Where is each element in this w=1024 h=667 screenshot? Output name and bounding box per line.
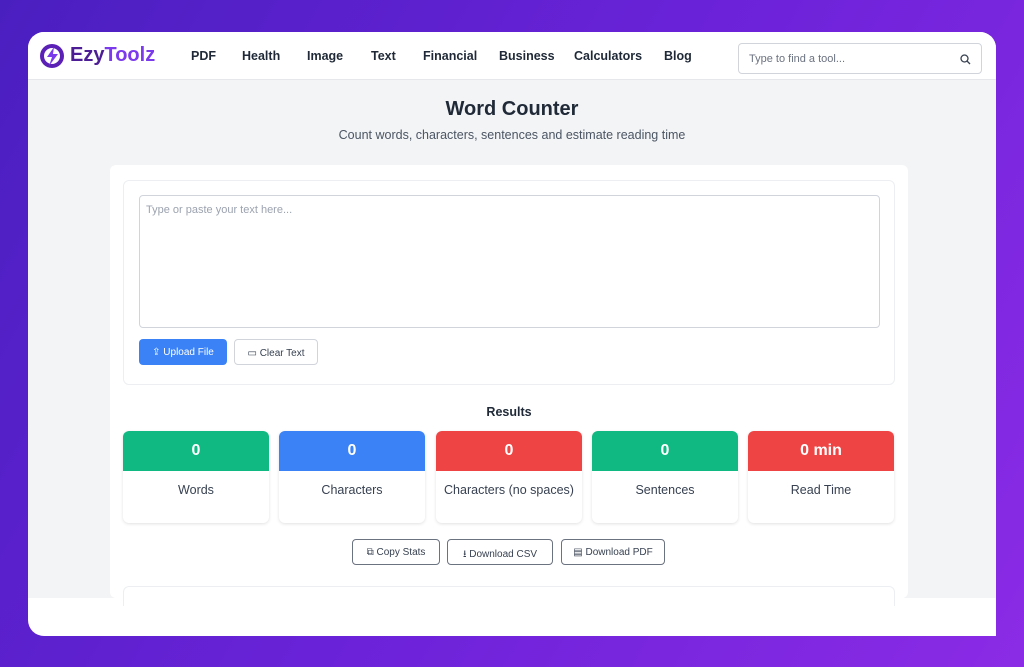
nav-link[interactable]: Business: [499, 49, 555, 63]
button-label: Upload File: [163, 347, 214, 358]
nav-link[interactable]: Image: [307, 49, 344, 63]
results-heading: Results: [486, 405, 532, 419]
stat-label: Read Time: [790, 483, 852, 497]
nav-link[interactable]: PDF: [191, 49, 216, 63]
stat-value: 0 min: [748, 431, 894, 471]
header: EzyToolz PDF Health Image Text Financial…: [28, 32, 996, 80]
stat-value: 0: [123, 431, 269, 471]
page-subtitle: Count words, characters, sentences and e…: [338, 128, 686, 142]
browser-window: EzyToolz PDF Health Image Text Financial…: [28, 32, 996, 636]
stat-card: 0 Sentences: [592, 431, 738, 523]
placeholder: Type or paste your text here...: [146, 204, 293, 216]
logo-part: Ezy: [70, 44, 105, 66]
logo-icon: [40, 44, 64, 68]
button-label: Clear Text: [259, 348, 305, 359]
upload-button[interactable]: ⇪ Upload File: [139, 339, 227, 365]
stat-card: 0 Characters (no spaces): [436, 431, 582, 523]
stat-card: 0 Characters: [279, 431, 425, 523]
input-panel: Type or paste your text here... ⇪ Upload…: [123, 180, 895, 385]
stat-label: Characters (no spaces): [444, 483, 574, 497]
stat-value: 0: [592, 431, 738, 471]
text-input[interactable]: Type or paste your text here...: [139, 195, 880, 328]
clear-button[interactable]: ▭ Clear Text: [234, 339, 318, 365]
copy-button[interactable]: ⧉ Copy Stats: [352, 539, 440, 565]
nav-link[interactable]: Health: [242, 49, 281, 63]
nav-link[interactable]: Calculators: [574, 49, 643, 63]
nav-link[interactable]: Blog: [664, 49, 692, 63]
nav-link[interactable]: Financial: [423, 49, 478, 63]
csv-button[interactable]: ⭳ Download CSV: [447, 539, 553, 565]
stat-value: 0: [436, 431, 582, 471]
page-title: Word Counter: [445, 98, 579, 120]
button-label: Download CSV: [469, 549, 538, 560]
search-icon: [960, 54, 971, 65]
tool-card: Type or paste your text here... ⇪ Upload…: [110, 165, 908, 606]
stat-label: Characters: [321, 483, 383, 497]
stat-card: 0 min Read Time: [748, 431, 894, 523]
stat-value: 0: [279, 431, 425, 471]
search-placeholder: Type to find a tool...: [749, 53, 846, 65]
stat-card: 0 Words: [123, 431, 269, 523]
button-label: Download PDF: [585, 547, 653, 558]
logo-text[interactable]: EzyToolz: [70, 44, 155, 67]
stat-label: Sentences: [635, 483, 695, 497]
logo-part: Toolz: [104, 44, 156, 66]
search-input[interactable]: Type to find a tool...: [738, 43, 982, 74]
nav-link[interactable]: Text: [371, 49, 396, 63]
button-label: Copy Stats: [376, 547, 426, 558]
stat-label: Words: [178, 483, 214, 497]
pdf-button[interactable]: ▤ Download PDF: [561, 539, 665, 565]
next-panel: [123, 586, 895, 606]
